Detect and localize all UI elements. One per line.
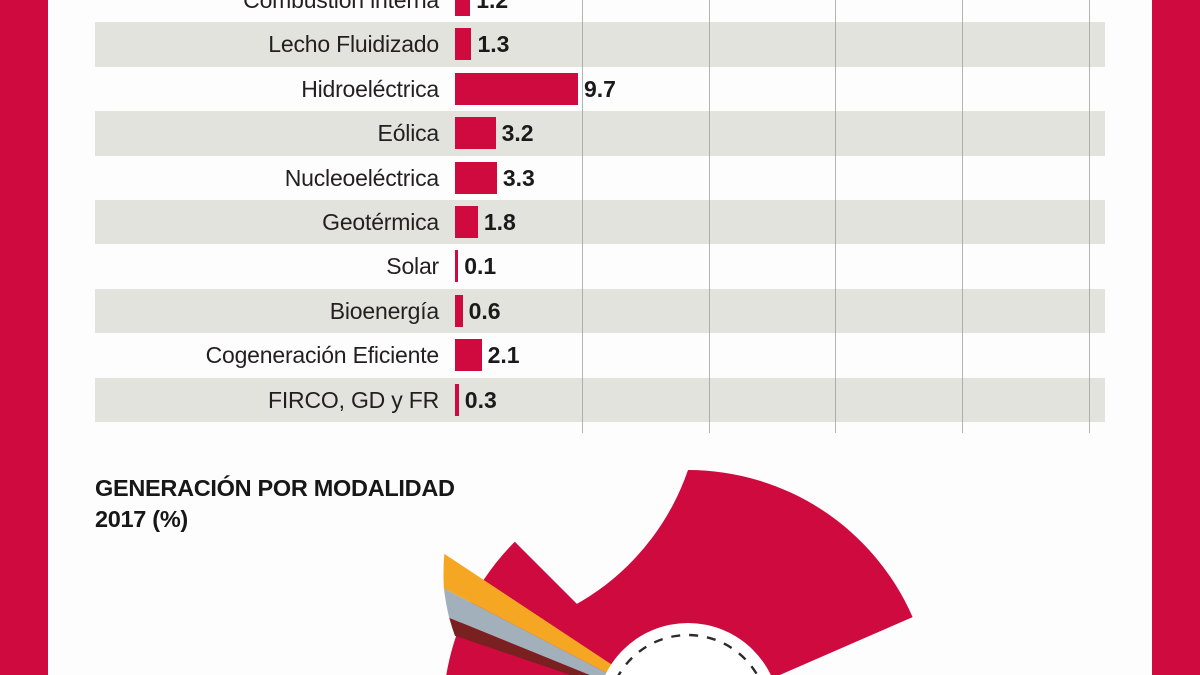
- bar-row: Solar 0.1: [95, 244, 1105, 288]
- bar-row-label: Geotérmica: [322, 208, 439, 235]
- generation-by-technology-bar-chart: Combustión interna 1.2 Lecho Fluidizado 1.3…: [95, 0, 1105, 438]
- bar-value-label: 1.3: [477, 31, 510, 58]
- bar-fill: [455, 339, 482, 372]
- generation-by-modality-section: GENERACIÓN POR MODALIDAD 2017 (%): [48, 440, 1152, 675]
- bar-fill: [455, 0, 471, 16]
- bar-fill: [455, 117, 496, 150]
- donut-chart-title: GENERACIÓN POR MODALIDAD 2017 (%): [95, 473, 525, 535]
- left-red-rail: [0, 0, 48, 675]
- bar-value-label: 1.8: [483, 208, 516, 235]
- bar-fill: [455, 205, 478, 238]
- bar-fill: [455, 28, 472, 61]
- bar-value-label: 0.1: [464, 253, 497, 280]
- bar-value-label: 3.2: [501, 120, 534, 147]
- donut-hole: [605, 623, 771, 675]
- bar-row-label: Lecho Fluidizado: [268, 31, 439, 58]
- bar-rows-container: Combustión interna 1.2 Lecho Fluidizado 1.3…: [95, 0, 1105, 422]
- bar-row-label: Cogeneración Eficiente: [205, 342, 440, 369]
- bar-value-label: 9.7: [583, 75, 616, 102]
- bar-fill: [455, 161, 497, 194]
- bar-value-label: 0.3: [464, 386, 497, 413]
- bar-row-label: Combustión interna: [243, 0, 439, 13]
- bar-fill: [455, 383, 459, 416]
- content-area: Combustión interna 1.2 Lecho Fluidizado 1.3…: [48, 0, 1152, 675]
- bar-row-label: Hidroeléctrica: [301, 75, 439, 102]
- donut-chart-graphic: [443, 470, 913, 675]
- bar-row: Bioenergía 0.6: [95, 288, 1105, 334]
- bar-row: Nucleoeléctrica 3.3: [95, 156, 1105, 200]
- donut-slice-orange: [443, 553, 628, 675]
- bar-row-label: FIRCO, GD y FR: [268, 386, 439, 413]
- bar-row: Combustión interna 1.2: [95, 0, 1105, 22]
- bar-fill: [455, 294, 463, 327]
- right-red-rail: [1152, 0, 1200, 675]
- bar-row: Hidroeléctrica 9.7: [95, 67, 1105, 111]
- donut-slice-cfe-generador: [688, 470, 913, 675]
- bar-row-label: Nucleoeléctrica: [284, 164, 439, 191]
- bar-value-label: 1.2: [476, 0, 509, 13]
- bar-row: Geotérmica 1.8: [95, 199, 1105, 245]
- donut-title-line2: 2017 (%): [95, 506, 188, 532]
- bar-row-label: Eólica: [377, 120, 440, 147]
- bar-value-label: 0.6: [468, 297, 501, 324]
- bar-row: Eólica 3.2: [95, 111, 1105, 156]
- bar-row-label: Bioenergía: [329, 297, 439, 324]
- bar-value-label: 2.1: [487, 342, 520, 369]
- bar-row: Cogeneración Eficiente 2.1: [95, 333, 1105, 377]
- donut-slice-red-main: [454, 470, 688, 675]
- bar-row-label: Solar: [386, 253, 439, 280]
- bar-fill: [455, 250, 459, 283]
- bar-row: FIRCO, GD y FR 0.3: [95, 377, 1105, 422]
- bar-value-label: 3.3: [502, 164, 535, 191]
- bar-fill: [455, 72, 578, 105]
- bar-row: Lecho Fluidizado 1.3: [95, 22, 1105, 67]
- donut-title-line1: GENERACIÓN POR MODALIDAD: [95, 475, 455, 501]
